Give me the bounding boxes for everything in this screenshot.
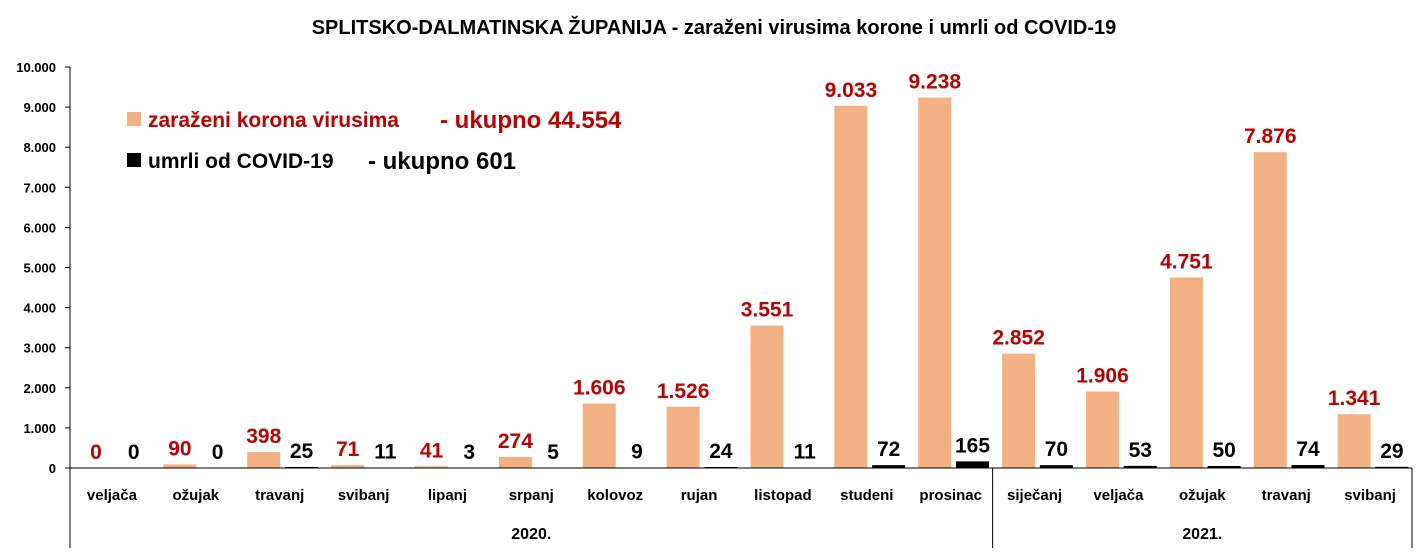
y-tick-label: 6.000	[23, 220, 56, 235]
y-tick-label: 9.000	[23, 100, 56, 115]
y-tick-label: 2.000	[23, 381, 56, 396]
bar-deaths	[1123, 465, 1157, 468]
data-label-deaths: 25	[290, 440, 314, 463]
x-tick-label: veljača	[87, 487, 138, 504]
year-group-label: 2020.	[511, 526, 551, 543]
bar-infected	[498, 457, 532, 468]
data-label-deaths: 9	[631, 441, 643, 464]
chart-title: SPLITSKO-DALMATINSKA ŽUPANIJA - zaraženi…	[312, 15, 1117, 39]
bars	[163, 97, 1409, 468]
data-label-deaths: 3	[463, 441, 475, 464]
x-tick-label: svibanj	[338, 487, 390, 504]
x-tick-label: veljača	[1093, 487, 1144, 504]
data-label-deaths: 24	[709, 440, 733, 463]
data-label-infected: 9.033	[825, 79, 878, 102]
data-label-infected: 71	[336, 438, 360, 461]
legend-swatch-infected	[127, 112, 141, 126]
y-tick-label: 5.000	[23, 261, 56, 276]
data-label-deaths: 165	[955, 434, 990, 457]
data-label-deaths: 5	[547, 441, 559, 464]
x-tick-label: travanj	[255, 487, 304, 504]
data-label-infected: 1.606	[573, 377, 626, 400]
data-label-infected: 4.751	[1160, 250, 1213, 273]
y-tick-label: 8.000	[23, 140, 56, 155]
data-label-infected: 274	[498, 430, 533, 453]
data-label-infected: 41	[420, 439, 444, 462]
legend-swatch-deaths	[127, 153, 141, 167]
x-tick-label: kolovoz	[587, 487, 643, 504]
x-tick-label: rujan	[681, 487, 718, 504]
data-label-deaths: 74	[1296, 438, 1320, 461]
data-label-infected: 90	[168, 437, 191, 460]
legend: zaraženi korona virusima - ukupno 44.554…	[127, 107, 622, 175]
data-label-infected: 2.852	[992, 327, 1045, 350]
data-label-deaths: 11	[794, 441, 817, 464]
year-group-label: 2021.	[1182, 526, 1222, 543]
x-tick-label: prosinac	[919, 487, 982, 504]
bar-deaths	[872, 465, 906, 468]
x-tick-label: travanj	[1262, 487, 1311, 504]
bar-deaths	[1039, 465, 1073, 468]
data-label-deaths: 72	[877, 438, 900, 461]
x-axis: veljača ožujak travanj svibanj lipanj srpanj k…	[69, 467, 1413, 548]
data-label-deaths: 0	[212, 441, 224, 464]
data-label-deaths: 53	[1129, 439, 1152, 462]
data-label-deaths: 70	[1045, 438, 1068, 461]
legend-total-deaths: - ukupno 601	[368, 148, 516, 175]
bar-infected	[1086, 391, 1120, 468]
y-tick-label: 0	[49, 461, 56, 476]
bar-infected	[750, 325, 784, 468]
x-tick-label: ožujak	[1179, 487, 1226, 504]
bar-infected	[666, 406, 700, 468]
bar-deaths	[955, 461, 989, 468]
x-tick-label: studeni	[840, 487, 893, 504]
bar-deaths	[1207, 465, 1241, 468]
legend-total-infected: - ukupno 44.554	[440, 107, 622, 134]
bar-infected	[1253, 152, 1287, 468]
y-tick-label: 1.000	[23, 421, 56, 436]
data-label-infected: 1.526	[657, 380, 710, 403]
legend-label-deaths: umrli od COVID-19	[148, 150, 334, 173]
data-label-infected: 3.551	[741, 299, 794, 322]
x-tick-label: listopad	[754, 487, 812, 504]
bar-infected	[834, 105, 868, 468]
data-label-infected: 398	[246, 425, 281, 448]
data-label-infected: 1.906	[1076, 365, 1129, 388]
bar-infected	[1169, 277, 1203, 468]
x-tick-label: siječanj	[1007, 487, 1062, 504]
bar-infected	[331, 465, 365, 468]
bar-deaths	[284, 466, 318, 468]
bar-infected	[247, 452, 281, 468]
data-label-deaths: 50	[1212, 439, 1235, 462]
x-tick-label: ožujak	[172, 487, 219, 504]
bar-infected	[1002, 353, 1036, 468]
data-label-deaths: 0	[128, 441, 140, 464]
y-tick-label: 4.000	[23, 301, 56, 316]
legend-label-infected: zaraženi korona virusima	[148, 109, 399, 132]
bar-infected	[163, 464, 197, 468]
x-tick-label: svibanj	[1344, 487, 1396, 504]
y-tick-label: 10.000	[16, 60, 56, 75]
data-label-deaths: 11	[374, 441, 397, 464]
bar-infected	[582, 403, 616, 468]
data-label-infected: 1.341	[1328, 387, 1381, 410]
bar-deaths	[1375, 466, 1409, 468]
y-tick-label: 7.000	[23, 180, 56, 195]
x-tick-label: srpanj	[509, 487, 554, 504]
y-axis: 0 1.000 2.000 3.000 4.000 5.000 6.000 7.000 8.00…	[16, 60, 71, 476]
data-label-infected: 0	[90, 441, 102, 464]
data-labels: 0 0 90 0 398 25 71 11 41 3 274 5 1.606 9 1.526 24 3.551 1…	[90, 71, 1403, 464]
data-label-deaths: 29	[1380, 440, 1403, 463]
data-label-infected: 9.238	[908, 71, 961, 94]
bar-deaths	[1291, 465, 1325, 468]
bar-infected	[1337, 414, 1371, 468]
y-tick-label: 3.000	[23, 341, 56, 356]
x-tick-label: lipanj	[428, 487, 467, 504]
bar-infected	[415, 466, 449, 468]
data-label-infected: 7.876	[1244, 125, 1297, 148]
bar-infected	[918, 97, 952, 468]
